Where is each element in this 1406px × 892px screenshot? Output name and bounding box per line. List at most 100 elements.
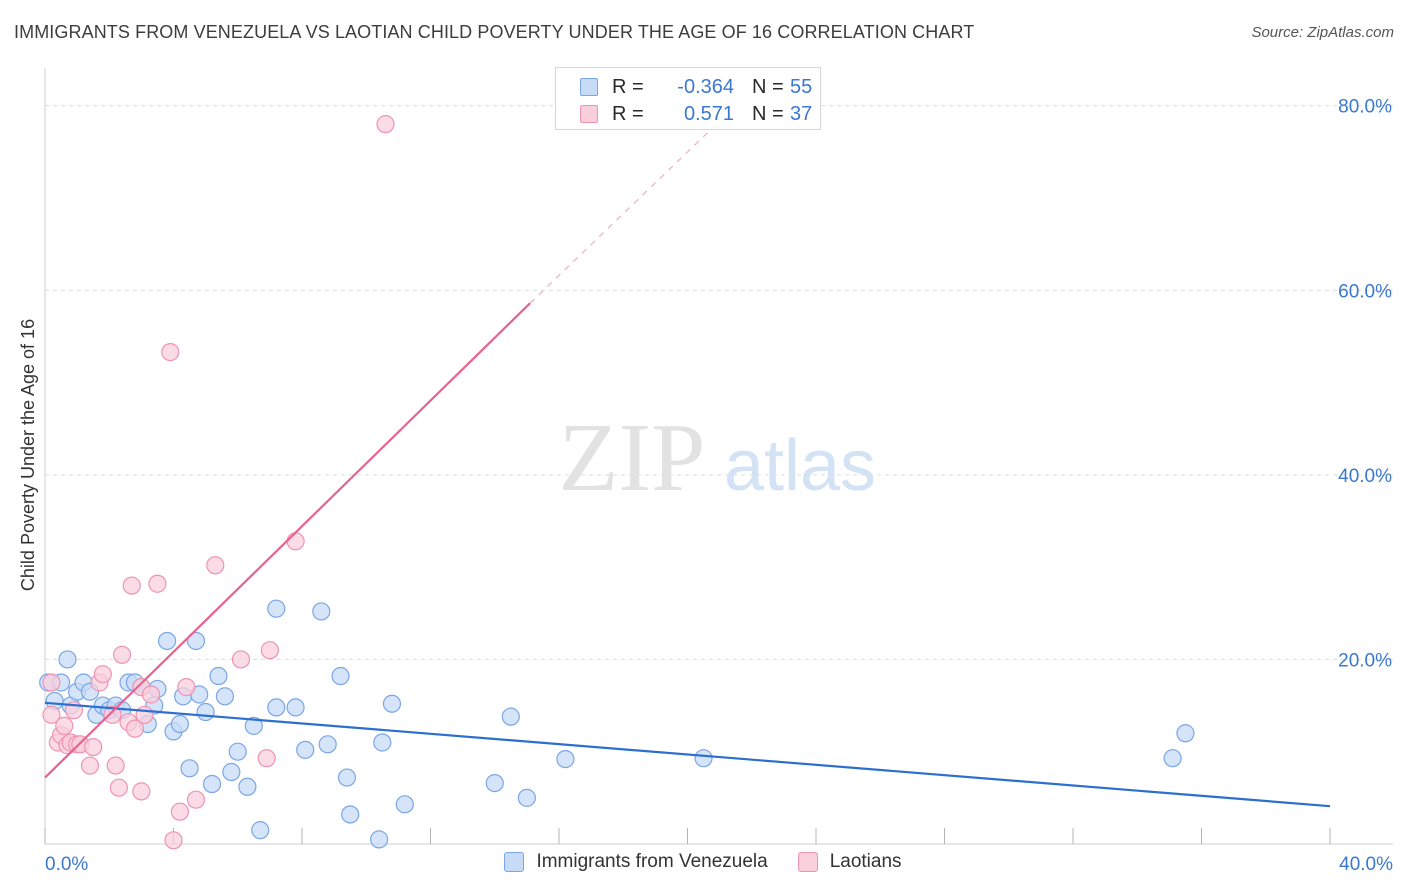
stat-n-label: N = (752, 75, 784, 98)
blue-data-point (312, 602, 331, 621)
stat-r-value: -0.364 (677, 75, 734, 98)
pink-data-point (109, 778, 128, 797)
pink-data-point (125, 719, 145, 738)
blue-data-point (501, 707, 520, 726)
chart-title: IMMIGRANTS FROM VENEZUELA VS LAOTIAN CHI… (14, 22, 975, 42)
watermark: ZIP atlas (559, 404, 877, 512)
blue-data-point (286, 698, 305, 717)
y-axis-label: Child Poverty Under the Age of 16 (18, 319, 38, 591)
pink-data-point (376, 115, 395, 134)
blue-data-point (296, 740, 315, 759)
blue-data-point (373, 733, 392, 752)
pink-data-point (42, 673, 61, 692)
blue-data-point (395, 795, 414, 814)
pink-data-point (257, 749, 276, 768)
pink-data-point (42, 705, 61, 724)
pink-data-point (148, 574, 167, 593)
stat-n-value: 37 (790, 102, 813, 125)
blue-data-point (186, 631, 206, 651)
stat-r-value: 0.571 (683, 102, 734, 125)
x-tick-label: 40.0% (1339, 854, 1393, 875)
blue-data-point (215, 687, 234, 706)
pink-data-point (93, 665, 112, 684)
y-tick-label: 80.0% (1338, 97, 1392, 118)
pink-data-point (55, 716, 74, 735)
watermark-atlas: atlas (724, 426, 876, 506)
blue-data-point (370, 830, 389, 849)
blue-data-point (318, 735, 337, 754)
points-layer (39, 115, 1195, 850)
blue-data-point (517, 788, 536, 807)
x-tick-label: 0.0% (45, 854, 88, 875)
pink-data-point (164, 831, 183, 850)
blue-data-point (222, 762, 241, 782)
trend-layer (44, 114, 1331, 808)
blue-data-point (341, 805, 360, 824)
blue-data-point (251, 821, 270, 840)
blue-swatch-icon (580, 78, 598, 96)
blue-data-point (485, 773, 504, 793)
pink-data-point (103, 705, 122, 724)
pink-data-point (177, 678, 196, 697)
pink-data-point (161, 342, 180, 362)
pink-data-point (122, 576, 141, 595)
blue-data-point (556, 749, 575, 769)
pink-data-point (135, 705, 154, 724)
pink-trend-line (44, 302, 531, 779)
y-tick-label: 20.0% (1338, 650, 1392, 671)
pink-data-point (80, 756, 100, 775)
blue-trend-line (44, 701, 1331, 808)
blue-square-icon (504, 852, 525, 872)
pink-swatch-icon (580, 105, 598, 123)
pink-data-point (186, 790, 206, 809)
blue-data-point (209, 666, 228, 686)
pink-trend-extension (529, 114, 727, 304)
blue-data-point (1163, 749, 1182, 768)
pink-data-point (132, 782, 151, 801)
pink-data-point (231, 650, 251, 669)
correlation-stats-box: R = -0.364 N = 55 R = 0.571 N = 37 (555, 67, 821, 130)
pink-data-point (286, 532, 305, 551)
legend-label-laotians: Laotians (829, 851, 902, 872)
blue-data-point (196, 702, 215, 722)
blue-data-point (331, 666, 350, 686)
stat-r-label: R = (612, 75, 644, 98)
legend-item-laotians[interactable]: Laotians (797, 851, 902, 873)
blue-data-point (337, 768, 357, 787)
blue-data-point (244, 716, 263, 735)
blue-data-point (58, 650, 77, 669)
blue-data-point (238, 777, 257, 796)
stat-n-label: N = (752, 102, 784, 125)
watermark-zip: ZIP (559, 404, 706, 512)
legend-label-venezuela: Immigrants from Venezuela (536, 851, 768, 872)
blue-data-point (267, 698, 286, 717)
legend-item-venezuela[interactable]: Immigrants from Venezuela (504, 851, 768, 873)
axis-layer: 20.0% 40.0% 60.0% 80.0% 0.0% 40.0% (44, 68, 1393, 875)
y-tick-label: 60.0% (1338, 281, 1392, 302)
blue-data-point (382, 694, 402, 713)
stat-r-label: R = (612, 102, 644, 125)
blue-data-point (694, 749, 713, 768)
y-tick-label: 40.0% (1338, 466, 1392, 487)
pink-data-point (112, 645, 132, 664)
blue-data-point (228, 742, 247, 761)
legend: Immigrants from Venezuela Laotians (0, 851, 1406, 873)
pink-square-icon (797, 852, 818, 872)
pink-data-point (141, 685, 161, 704)
chart-source: Source: ZipAtlas.com (1251, 24, 1394, 41)
blue-data-point (180, 759, 199, 778)
blue-data-point (267, 599, 286, 618)
blue-data-point (1176, 724, 1195, 743)
blue-data-point (202, 774, 222, 794)
blue-data-point (170, 714, 190, 734)
pink-data-point (170, 802, 190, 821)
grid-layer (45, 105, 1393, 660)
stats-row-venezuela: R = -0.364 N = 55 (580, 75, 820, 99)
pink-data-point (106, 756, 125, 775)
pink-data-point (84, 737, 103, 757)
pink-data-point (260, 641, 279, 660)
stats-row-laotians: R = 0.571 N = 37 (580, 102, 820, 126)
stat-n-value: 55 (790, 75, 813, 98)
blue-data-point (157, 631, 177, 651)
